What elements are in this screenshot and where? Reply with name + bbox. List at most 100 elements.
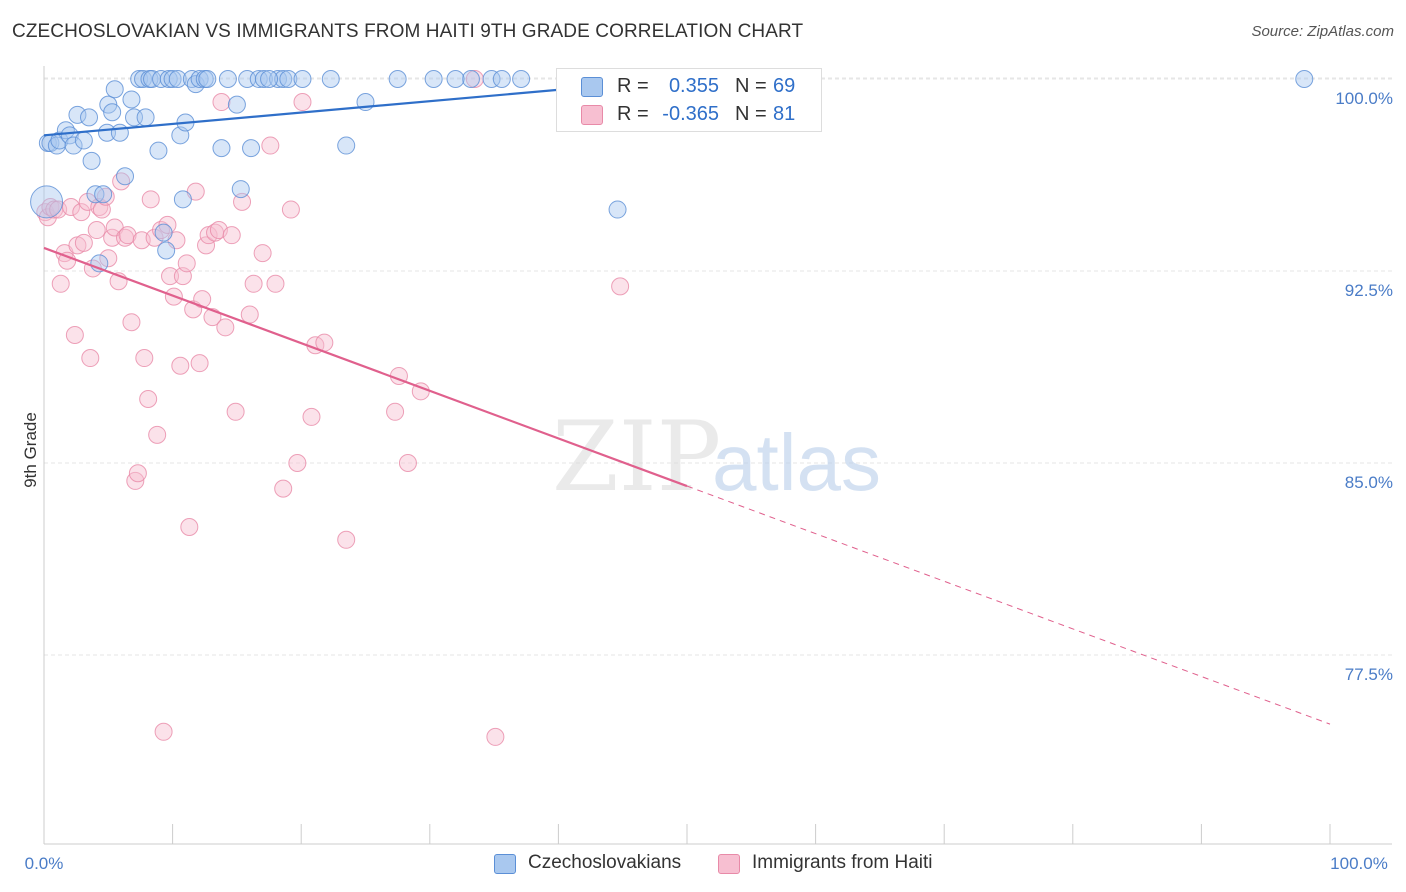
- trend-line-haiti-extension: [686, 485, 1331, 725]
- data-point-haiti: [135, 349, 154, 368]
- data-point-czechoslovakian: [218, 70, 237, 88]
- data-point-haiti: [261, 136, 280, 155]
- y-tick-label: 92.5%: [1345, 281, 1393, 300]
- data-point-haiti: [171, 356, 190, 375]
- data-point-haiti: [103, 228, 122, 247]
- tick-labels: 77.5% 85.0% 92.5% 100.0% 0.0% 100.0%: [25, 89, 1393, 873]
- data-point-haiti: [266, 274, 285, 293]
- series-immigrants-from-haiti: [36, 70, 630, 746]
- y-tick-label: 100.0%: [1335, 89, 1393, 108]
- data-point-czechoslovakian: [154, 223, 173, 242]
- data-point-czechoslovakian: [446, 70, 465, 88]
- gridlines: [44, 77, 1392, 656]
- data-point-haiti: [302, 407, 321, 426]
- data-point-haiti: [177, 254, 196, 273]
- data-point-czechoslovakian: [105, 80, 124, 99]
- series-czechoslovakians: [30, 70, 1314, 273]
- data-point-czechoslovakian: [74, 131, 93, 150]
- data-point-haiti: [190, 354, 209, 373]
- trend-line-haiti: [43, 246, 688, 488]
- axes: [43, 66, 1392, 845]
- data-point-czechoslovakian: [159, 70, 178, 88]
- data-point-czechoslovakian: [80, 108, 99, 127]
- data-point-czechoslovakian: [157, 241, 176, 260]
- data-point-czechoslovakian: [110, 123, 129, 142]
- data-point-haiti: [72, 203, 91, 222]
- data-point-czechoslovakian: [279, 70, 298, 88]
- watermark: ZIP atlas: [552, 401, 881, 513]
- n-label: N =: [735, 103, 767, 125]
- data-point-czechoslovakian: [231, 180, 250, 199]
- data-point-haiti: [154, 722, 173, 741]
- data-point-czechoslovakian: [293, 70, 312, 88]
- r-value: 0.355: [668, 75, 719, 97]
- stats-legend: R = 0.355 N = 69 R = -0.365 N = 81: [556, 68, 822, 132]
- data-point-haiti: [281, 200, 300, 219]
- data-point-haiti: [74, 233, 93, 252]
- data-point-czechoslovakian: [249, 70, 268, 88]
- pink-swatch: [718, 854, 740, 874]
- data-point-haiti: [240, 305, 259, 324]
- data-point-haiti: [145, 228, 164, 247]
- data-point-haiti: [222, 226, 241, 245]
- data-point-czechoslovakian: [190, 70, 209, 88]
- data-point-haiti: [148, 425, 167, 444]
- legend-label: Czechoslovakians: [528, 852, 682, 873]
- data-point-haiti: [226, 402, 245, 421]
- data-point-haiti: [274, 479, 293, 498]
- data-point-czechoslovakian: [168, 70, 187, 88]
- data-point-czechoslovakian: [492, 70, 511, 88]
- data-point-haiti: [51, 274, 70, 293]
- data-point-czechoslovakian: [608, 200, 627, 219]
- data-point-czechoslovakian: [103, 103, 122, 122]
- data-point-czechoslovakian: [116, 167, 135, 186]
- legend-label: Immigrants from Haiti: [752, 852, 933, 873]
- r-value: -0.365: [662, 103, 719, 125]
- data-point-czechoslovakian: [173, 190, 192, 209]
- watermark-atlas: atlas: [712, 418, 881, 507]
- n-value: 69: [773, 75, 796, 97]
- trend-line-czechoslovakians: [43, 83, 623, 137]
- data-point-czechoslovakian: [274, 70, 293, 88]
- data-point-haiti: [87, 221, 106, 240]
- data-point-haiti: [293, 93, 312, 112]
- data-point-haiti: [141, 190, 160, 209]
- data-point-czechoslovakian: [1295, 70, 1314, 88]
- data-point-czechoslovakian: [337, 136, 356, 155]
- data-point-haiti: [62, 198, 81, 216]
- data-point-czechoslovakian: [198, 70, 217, 88]
- r-label: R =: [617, 103, 649, 125]
- data-point-haiti: [99, 249, 118, 268]
- data-point-haiti: [233, 192, 252, 211]
- data-point-haiti: [337, 530, 356, 549]
- data-point-czechoslovakian: [212, 139, 231, 158]
- data-point-haiti: [611, 277, 630, 296]
- data-point-haiti: [122, 313, 141, 332]
- data-point-haiti: [386, 402, 405, 421]
- data-point-czechoslovakian: [260, 70, 279, 88]
- data-point-haiti: [78, 192, 97, 211]
- data-point-czechoslovakian: [94, 185, 113, 204]
- data-point-czechoslovakian: [64, 136, 83, 155]
- y-tick-label: 77.5%: [1345, 665, 1393, 684]
- data-point-czechoslovakian: [134, 70, 153, 88]
- data-point-czechoslovakian: [136, 108, 155, 127]
- data-point-haiti: [128, 464, 147, 483]
- x-tick-label: 0.0%: [25, 854, 64, 873]
- data-point-czechoslovakian: [227, 95, 246, 114]
- data-point-czechoslovakian: [424, 70, 443, 88]
- data-point-czechoslovakian: [30, 185, 64, 219]
- stats-legend-row-czechoslovakians: R = 0.355 N = 69: [557, 73, 821, 101]
- data-point-czechoslovakian: [269, 70, 288, 88]
- trend-lines: [43, 83, 1331, 725]
- data-point-czechoslovakian: [68, 105, 87, 124]
- x-tick-label: 100.0%: [1330, 854, 1388, 873]
- data-point-haiti: [65, 326, 84, 344]
- data-point-haiti: [81, 349, 100, 368]
- data-point-czechoslovakian: [482, 70, 501, 88]
- data-point-haiti: [486, 727, 505, 746]
- data-point-czechoslovakian: [388, 70, 407, 88]
- y-tick-label: 85.0%: [1345, 473, 1393, 492]
- chart-title: CZECHOSLOVAKIAN VS IMMIGRANTS FROM HAITI…: [12, 21, 804, 42]
